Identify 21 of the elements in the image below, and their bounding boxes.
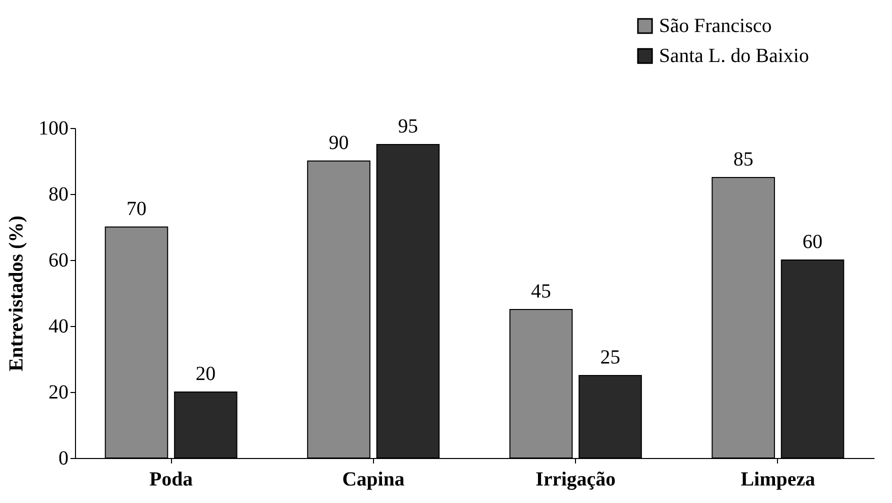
- y-axis-title: Entrevistados (%): [6, 216, 28, 372]
- y-tick-label: 0: [58, 448, 68, 470]
- x-tick-label: Limpeza: [740, 468, 816, 490]
- data-label: 20: [196, 363, 216, 385]
- x-tick-label: Irrigação: [536, 468, 616, 490]
- y-tick-label: 60: [48, 250, 68, 272]
- y-tick-label: 40: [48, 316, 68, 338]
- y-tick-label: 20: [48, 382, 68, 404]
- y-tick-label: 100: [38, 118, 68, 140]
- y-tick-label: 80: [48, 184, 68, 206]
- legend-label: Santa L. do Baixio: [659, 45, 809, 67]
- data-label: 95: [398, 116, 418, 138]
- data-label: 45: [531, 280, 552, 302]
- legend-label: São Francisco: [659, 15, 772, 37]
- x-tick-label: Capina: [342, 468, 404, 490]
- x-tick-label: Poda: [149, 468, 193, 490]
- data-label: 85: [733, 148, 754, 170]
- data-label: 90: [328, 132, 349, 154]
- data-label: 70: [126, 198, 146, 220]
- data-label: 60: [802, 231, 823, 253]
- data-label: 25: [600, 346, 620, 368]
